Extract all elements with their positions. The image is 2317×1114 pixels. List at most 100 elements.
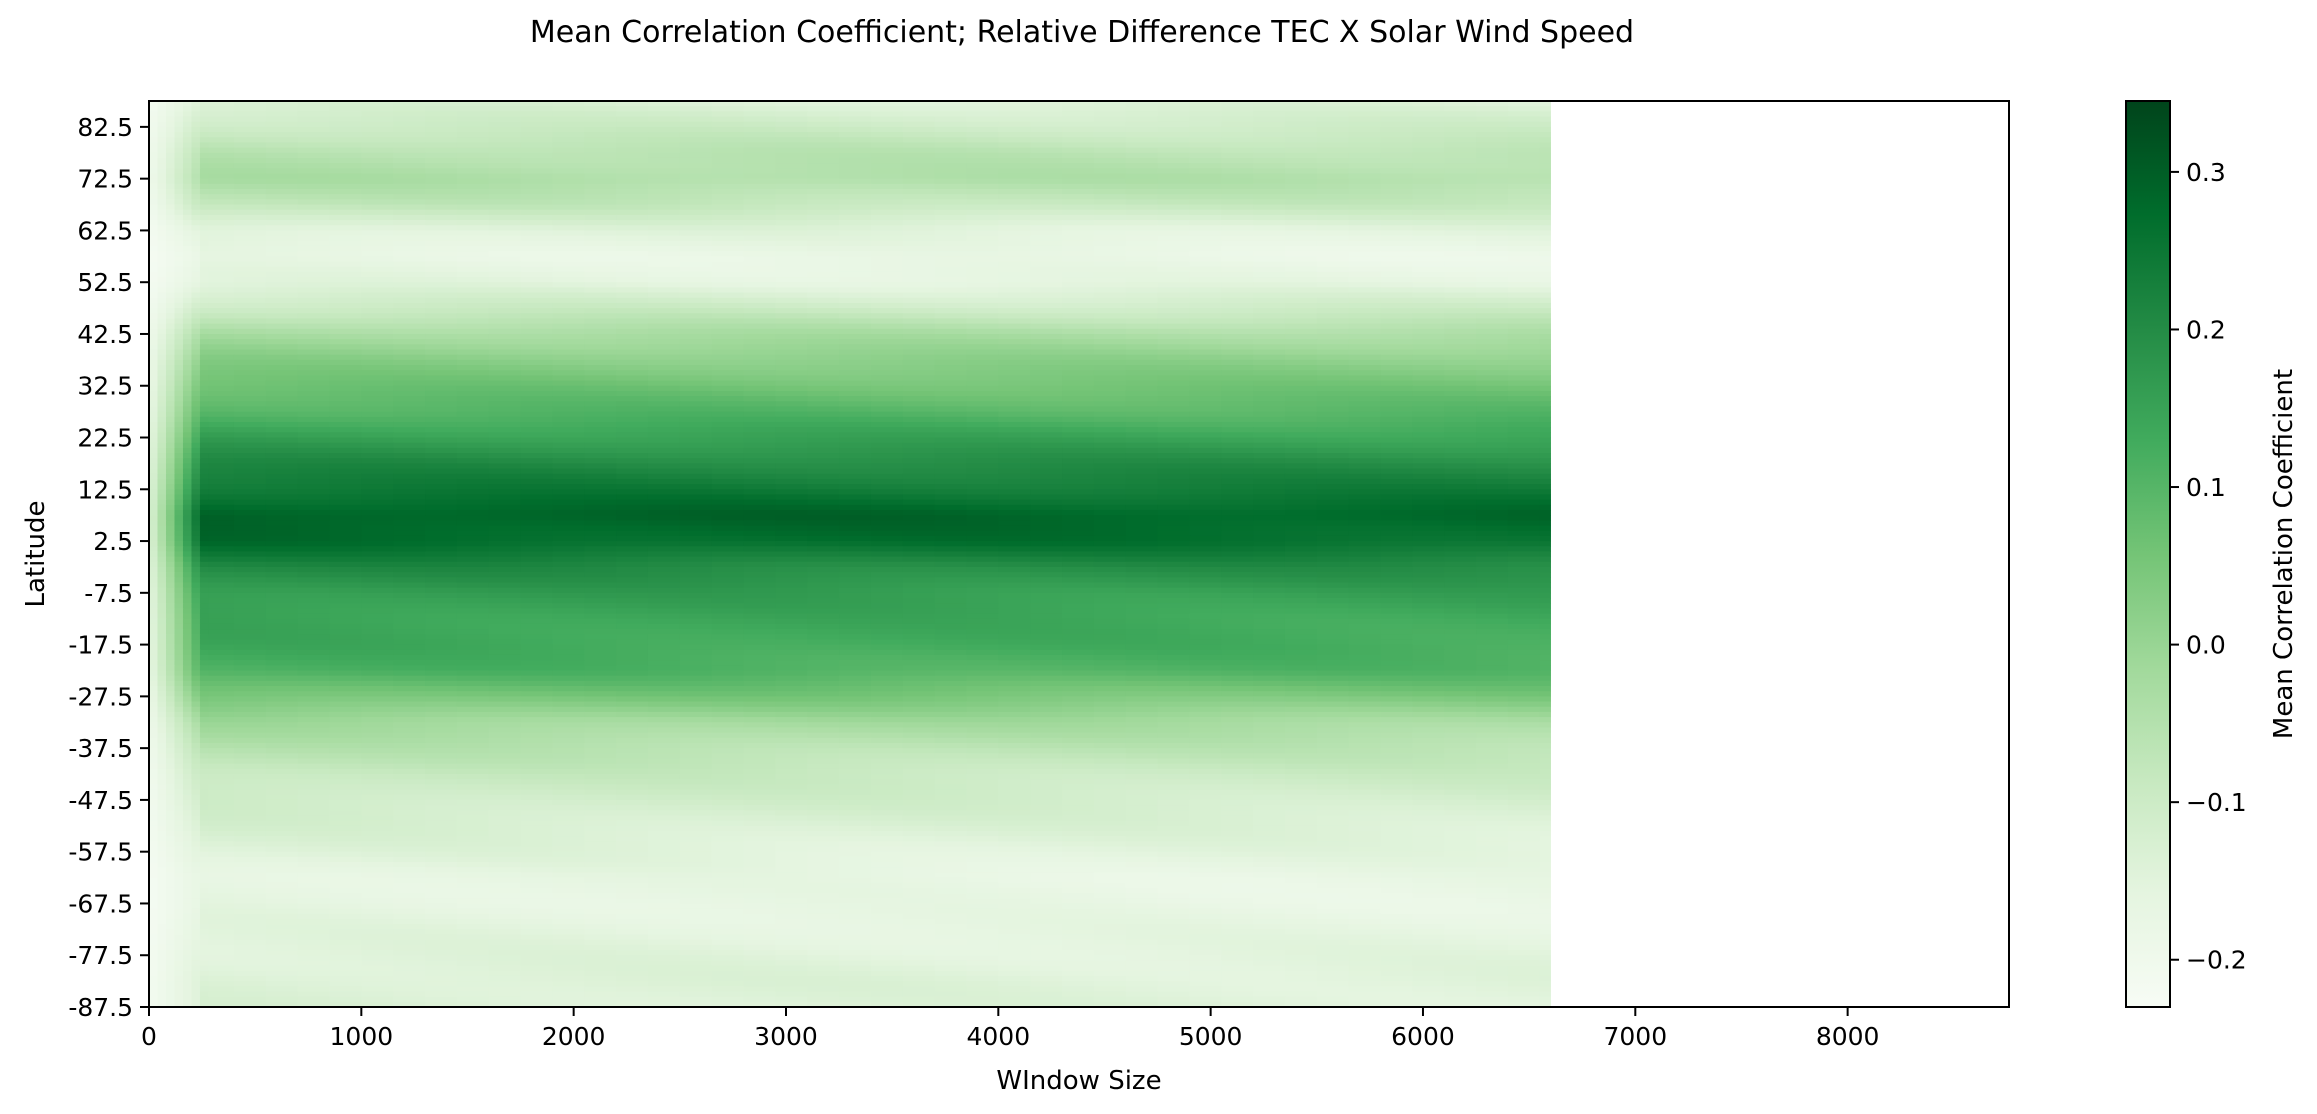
heatmap-cell [1221, 380, 1254, 387]
heatmap-cell [1316, 515, 1350, 521]
heatmap-cell [1062, 266, 1095, 273]
heatmap-cell [1030, 147, 1063, 154]
heatmap-cell [1507, 209, 1541, 216]
heatmap-cell [1189, 163, 1222, 169]
heatmap-cell [1221, 556, 1254, 563]
heatmap-cell [870, 178, 904, 185]
heatmap-cell [1284, 194, 1318, 200]
heatmap-cell [1316, 328, 1350, 335]
heatmap-cell [1189, 541, 1222, 547]
heatmap-cell [488, 432, 522, 439]
heatmap-cell [488, 235, 522, 242]
heatmap-cell [329, 556, 362, 563]
heatmap-cell [265, 385, 299, 392]
heatmap-cell [1221, 173, 1254, 180]
heatmap-cell [743, 132, 776, 138]
heatmap-cell [807, 266, 840, 273]
heatmap-cell [775, 608, 808, 615]
heatmap-cell [191, 277, 201, 283]
heatmap-cell [1380, 421, 1413, 428]
heatmap-cell [265, 147, 299, 154]
heatmap-cell [191, 116, 201, 123]
heatmap-cell [182, 484, 193, 490]
heatmap-cell [1062, 297, 1095, 304]
heatmap-cell [520, 225, 554, 232]
heatmap-cell [1284, 468, 1318, 475]
heatmap-cell [1093, 427, 1127, 433]
heatmap-cell [149, 468, 159, 475]
heatmap-cell [902, 354, 936, 361]
heatmap-cell [208, 256, 235, 263]
heatmap-cell [1030, 484, 1063, 490]
heatmap-cell [1125, 168, 1159, 175]
heatmap-cell [191, 577, 201, 584]
heatmap-cell [520, 380, 554, 387]
heatmap-cell [1030, 515, 1063, 521]
heatmap-cell [165, 406, 176, 413]
heatmap-cell [199, 504, 210, 511]
heatmap-cell [647, 245, 681, 252]
heatmap-cell [1507, 251, 1541, 257]
heatmap-cell [1062, 339, 1095, 345]
heatmap-cell [839, 126, 872, 133]
heatmap-cell [902, 261, 936, 268]
heatmap-cell [743, 453, 776, 459]
heatmap-cell [1348, 453, 1382, 459]
heatmap-cell [233, 551, 267, 558]
heatmap-cell [157, 525, 167, 532]
heatmap-cell [1189, 157, 1222, 164]
heatmap-cell [1507, 323, 1541, 330]
heatmap-cell [1316, 551, 1350, 558]
heatmap-cell [329, 111, 362, 118]
heatmap-cell [329, 308, 362, 314]
heatmap-cell [1221, 458, 1254, 464]
heatmap-cell [647, 173, 681, 180]
heatmap-cell [199, 453, 210, 459]
heatmap-cell [711, 152, 745, 159]
heatmap-cell [1476, 137, 1509, 144]
heatmap-cell [679, 204, 713, 211]
heatmap-cell [208, 592, 235, 599]
heatmap-cell [1380, 447, 1413, 454]
heatmap-cell [1444, 344, 1477, 351]
heatmap-cell [1348, 442, 1382, 449]
heatmap-cell [1539, 359, 1551, 366]
heatmap-cell [208, 313, 235, 320]
heatmap-cell [149, 608, 159, 615]
heatmap-cell [679, 551, 713, 558]
heatmap-cell [1093, 396, 1127, 402]
heatmap-cell [584, 453, 617, 459]
heatmap-cell [1125, 504, 1159, 511]
heatmap-cell [1507, 592, 1541, 599]
heatmap-cell [1539, 463, 1551, 470]
heatmap-cell [743, 251, 776, 257]
heatmap-cell [616, 458, 649, 464]
heatmap-cell [1348, 515, 1382, 521]
heatmap-cell [1093, 541, 1127, 547]
heatmap-cell [1125, 245, 1159, 252]
heatmap-cell [743, 308, 776, 314]
heatmap-cell [679, 157, 713, 164]
heatmap-cell [584, 111, 617, 118]
heatmap-cell [616, 292, 649, 299]
heatmap-cell [1062, 556, 1095, 563]
heatmap-cell [191, 365, 201, 371]
heatmap-cell [679, 458, 713, 464]
heatmap-cell [1253, 432, 1286, 439]
heatmap-cell [297, 587, 331, 594]
heatmap-cell [1348, 385, 1382, 392]
heatmap-cell [1476, 577, 1509, 584]
heatmap-cell [1284, 204, 1318, 211]
heatmap-cell [1093, 199, 1127, 206]
heatmap-cell [1444, 520, 1477, 527]
heatmap-cell [157, 339, 167, 345]
heatmap-cell [174, 509, 184, 516]
heatmap-cell [182, 282, 193, 288]
heatmap-cell [1348, 220, 1382, 226]
heatmap-cell [775, 256, 808, 263]
heatmap-cell [1380, 458, 1413, 464]
heatmap-cell [1253, 385, 1286, 392]
heatmap-cell [552, 525, 585, 532]
heatmap-cell [616, 157, 649, 164]
heatmap-cell [647, 406, 681, 413]
